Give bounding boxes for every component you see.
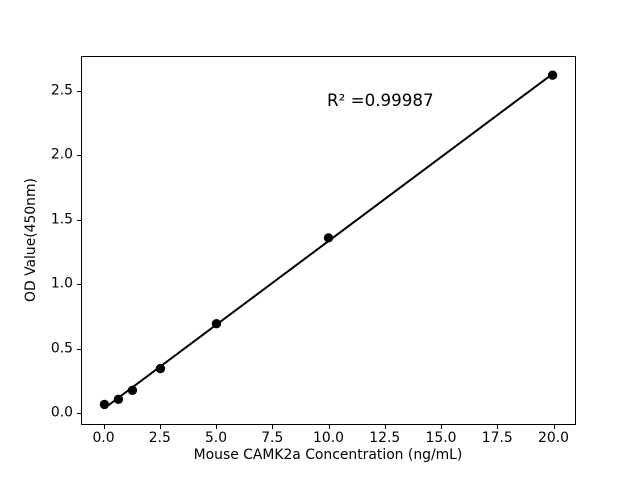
- chart-canvas: [99, 70, 558, 410]
- data-point: [113, 394, 124, 404]
- data-point: [547, 70, 558, 80]
- y-tick-mark: [77, 155, 81, 157]
- x-tick-label: 5.0: [204, 430, 228, 446]
- y-tick-mark: [77, 219, 81, 221]
- y-tick-label: 0.0: [50, 404, 73, 421]
- x-tick-label: 2.5: [148, 430, 171, 446]
- x-tick-label: 0.0: [92, 430, 115, 446]
- x-tick-mark: [553, 425, 555, 429]
- data-point: [155, 363, 166, 374]
- y-tick-mark: [77, 91, 81, 93]
- plot-area: [81, 56, 576, 425]
- y-tick-mark: [77, 284, 81, 286]
- y-tick-mark: [77, 348, 81, 350]
- y-tick-label: 2.0: [50, 147, 73, 164]
- y-tick-label: 0.5: [50, 340, 73, 357]
- x-tick-mark: [497, 425, 499, 429]
- x-tick-mark: [216, 425, 217, 429]
- x-tick-label: 17.5: [481, 430, 513, 446]
- r-squared-annotation: R² =0.99987: [327, 90, 434, 110]
- data-point: [323, 233, 334, 243]
- y-tick-mark: [77, 413, 81, 415]
- x-tick-label: 15.0: [425, 430, 457, 446]
- x-tick-mark: [159, 425, 161, 429]
- data-point: [211, 319, 222, 329]
- y-tick-label: 1.0: [50, 275, 73, 292]
- data-point: [99, 399, 110, 410]
- x-tick-label: 12.5: [369, 430, 401, 446]
- y-tick-label: 1.5: [50, 211, 73, 228]
- data-point: [127, 385, 138, 395]
- x-axis-label: Mouse CAMK2a Concentration (ng/mL): [193, 447, 463, 463]
- y-axis-label: OD Value(450nm): [23, 178, 39, 302]
- y-tick-label: 2.5: [50, 82, 73, 99]
- x-tick-mark: [384, 425, 386, 429]
- x-tick-label: 20.0: [538, 430, 569, 446]
- x-tick-mark: [328, 425, 330, 429]
- x-tick-mark: [103, 425, 105, 429]
- x-tick-mark: [272, 425, 274, 429]
- x-tick-label: 7.5: [261, 430, 284, 446]
- x-tick-mark: [441, 425, 442, 429]
- x-tick-label: 10.0: [313, 430, 344, 446]
